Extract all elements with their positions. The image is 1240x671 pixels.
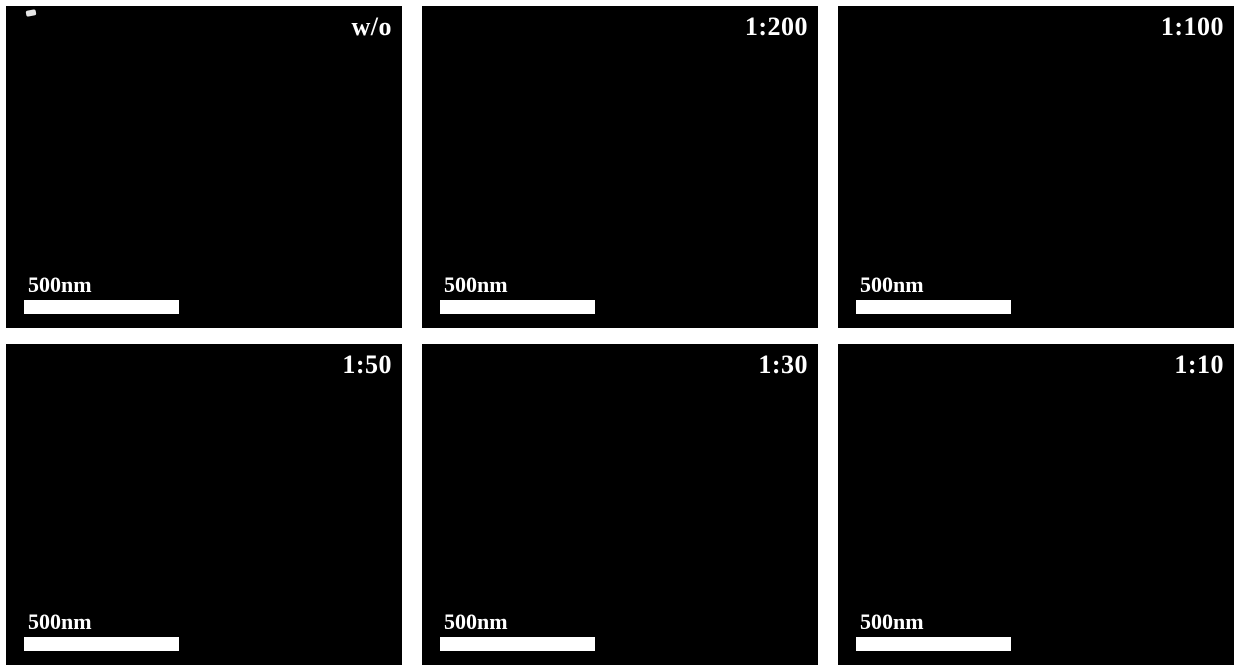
scalebar-bar — [24, 637, 179, 651]
panel-label: 1:100 — [1161, 12, 1224, 42]
scalebar: 500nm — [856, 272, 1011, 314]
scalebar-text: 500nm — [860, 272, 924, 298]
microscopy-grid: w/o 500nm 1:200 500nm 1:100 500nm 1:50 5… — [0, 0, 1240, 671]
panel-label: 1:200 — [745, 12, 808, 42]
panel-label: 1:10 — [1174, 350, 1224, 380]
panel-2: 1:100 500nm — [838, 6, 1234, 328]
scalebar: 500nm — [24, 609, 179, 651]
scalebar-bar — [856, 300, 1011, 314]
artifact-dot — [26, 9, 37, 17]
scalebar: 500nm — [24, 272, 179, 314]
scalebar-bar — [856, 637, 1011, 651]
panel-label: 1:50 — [342, 350, 392, 380]
panel-label: w/o — [352, 12, 393, 42]
scalebar-text: 500nm — [860, 609, 924, 635]
scalebar-text: 500nm — [444, 609, 508, 635]
scalebar-text: 500nm — [28, 272, 92, 298]
scalebar-bar — [24, 300, 179, 314]
panel-0: w/o 500nm — [6, 6, 402, 328]
scalebar: 500nm — [440, 272, 595, 314]
panel-5: 1:10 500nm — [838, 344, 1234, 666]
scalebar: 500nm — [856, 609, 1011, 651]
panel-3: 1:50 500nm — [6, 344, 402, 666]
scalebar-bar — [440, 300, 595, 314]
scalebar: 500nm — [440, 609, 595, 651]
scalebar-text: 500nm — [444, 272, 508, 298]
panel-label: 1:30 — [758, 350, 808, 380]
scalebar-text: 500nm — [28, 609, 92, 635]
panel-4: 1:30 500nm — [422, 344, 818, 666]
panel-1: 1:200 500nm — [422, 6, 818, 328]
scalebar-bar — [440, 637, 595, 651]
